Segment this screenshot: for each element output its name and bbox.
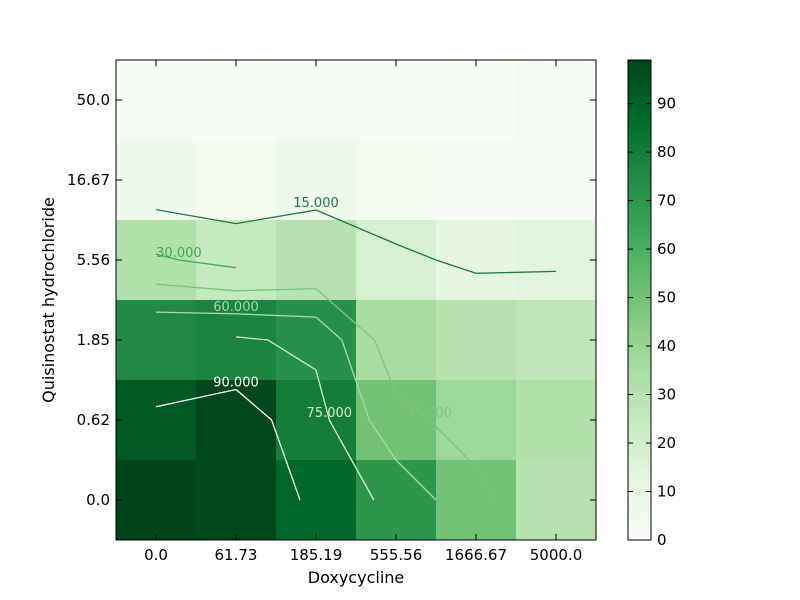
x-tick-label: 1666.67 (445, 546, 507, 564)
heat-cell (516, 380, 596, 460)
heat-cell (516, 220, 596, 300)
heat-cell (356, 140, 436, 220)
heat-cell (516, 60, 596, 140)
contour-label: 90.000 (213, 376, 259, 391)
y-tick-label: 5.56 (77, 251, 110, 269)
colorbar-tick-label: 40 (657, 337, 676, 355)
heat-cell (276, 220, 356, 300)
heat-cell (116, 60, 196, 140)
heat-cell (196, 460, 276, 540)
heat-cell (356, 460, 436, 540)
heat-cell (516, 460, 596, 540)
colorbar-gradient (627, 59, 652, 541)
heat-cell (436, 220, 516, 300)
contour-line (235, 336, 375, 501)
x-tick-label: 61.73 (215, 546, 258, 564)
colorbar-tick-label: 30 (657, 386, 676, 404)
colorbar-ticks: 0 10 20 30 40 50 60 70 80 90 (628, 95, 676, 549)
heat-cell (436, 380, 516, 460)
colorbar-tick-label: 10 (657, 483, 676, 501)
contour-line (155, 253, 237, 269)
y-tick-label: 50.0 (77, 91, 110, 109)
colorbar-tick-label: 90 (657, 95, 676, 113)
plot-frame (115, 59, 597, 541)
heat-cell (436, 140, 516, 220)
axis-ticks: 0.0 61.73 185.19 555.56 1666.67 5000.0 0.0 0.62… (67, 60, 596, 564)
colorbar-tick-label: 60 (657, 240, 676, 258)
colorbar-tick-label: 80 (657, 143, 676, 161)
heat-cell (356, 300, 436, 380)
heat-cell (516, 140, 596, 220)
heat-cells (116, 60, 596, 540)
contour-line (155, 388, 301, 501)
heat-cell (196, 380, 276, 460)
contour-label: 60.000 (213, 300, 259, 315)
heat-cell (116, 460, 196, 540)
y-axis-label: Quisinostat hydrochloride (39, 197, 58, 403)
contour-label: 15.000 (293, 196, 339, 211)
colorbar-tick-label: 50 (657, 289, 676, 307)
x-tick-label: 555.56 (370, 546, 423, 564)
y-tick-label: 1.85 (77, 331, 110, 349)
heat-cell (276, 60, 356, 140)
heat-cell (196, 220, 276, 300)
contour-line (155, 208, 557, 274)
colorbar-tick-label: 70 (657, 192, 676, 210)
heat-cell (276, 140, 356, 220)
colorbar-tick-label: 20 (657, 434, 676, 452)
heat-cell (516, 300, 596, 380)
contour-line (155, 283, 497, 501)
heat-cell (196, 60, 276, 140)
heat-cell (276, 300, 356, 380)
contour-label: 30.000 (156, 246, 202, 261)
contour-label: 75.000 (307, 406, 353, 421)
heat-cell (356, 60, 436, 140)
heat-cell (116, 300, 196, 380)
contour-label: 45.000 (407, 406, 453, 421)
y-tick-label: 0.62 (77, 411, 110, 429)
heat-cell (436, 60, 516, 140)
y-tick-label: 0.0 (86, 491, 110, 509)
x-tick-label: 185.19 (290, 546, 343, 564)
heat-cell (276, 380, 356, 460)
y-tick-label: 16.67 (67, 171, 110, 189)
contour-line (155, 311, 437, 501)
heat-cell (436, 300, 516, 380)
contour-lines: 15.000 30.000 45.000 60.000 75.000 90.000 (155, 196, 557, 501)
x-tick-label: 5000.0 (530, 546, 583, 564)
heat-cell (436, 460, 516, 540)
heat-cell (276, 460, 356, 540)
plot-area: 15.000 30.000 45.000 60.000 75.000 90.000 0.0… (67, 59, 597, 564)
x-axis-label: Doxycycline (308, 568, 405, 587)
colorbar: 0 10 20 30 40 50 60 70 80 90 (627, 59, 676, 549)
heat-cell (196, 140, 276, 220)
heat-cell (116, 140, 196, 220)
colorbar-tick-label: 0 (657, 531, 667, 549)
heat-cell (116, 380, 196, 460)
x-tick-label: 0.0 (144, 546, 168, 564)
